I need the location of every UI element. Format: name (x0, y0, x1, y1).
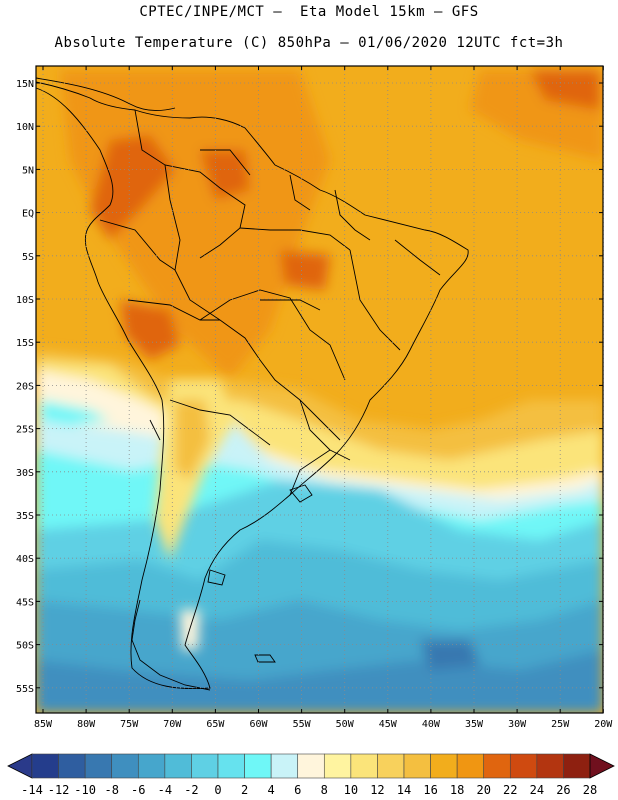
lat-label: 35S (16, 511, 34, 522)
map-title: CPTEC/INPE/MCT – Eta Model 15km – GFS (139, 4, 479, 20)
lat-label: 20S (16, 381, 34, 392)
lon-label: 40W (422, 719, 441, 730)
colorbar-swatch (509, 753, 538, 779)
colorbar-label: 0 (214, 783, 221, 797)
colorbar-swatch (111, 753, 139, 779)
lat-label: 10S (16, 295, 34, 306)
colorbar-label: 18 (450, 783, 464, 797)
colorbar-swatch (191, 753, 219, 779)
colorbar-swatch (58, 753, 86, 779)
lon-label: 80W (77, 719, 96, 730)
colorbar-label: 10 (344, 783, 358, 797)
colorbar-label: -10 (74, 783, 96, 797)
colorbar-label: -12 (48, 783, 70, 797)
longitude-labels: 85W 80W 75W 70W 65W 60W 55W 50W 45W 40W 35W 30W 25W 2… (34, 66, 613, 730)
colorbar-swatch (430, 753, 458, 779)
colorbar-underflow-arrow (7, 753, 33, 779)
lat-label: 15N (16, 79, 34, 90)
lon-label: 30W (508, 719, 527, 730)
lat-label: 40S (16, 554, 34, 565)
colorbar-label: -14 (21, 783, 43, 797)
colorbar-swatch (84, 753, 113, 779)
lat-label: 45S (16, 597, 34, 608)
colorbar-label: 16 (423, 783, 437, 797)
colorbar-label: 24 (530, 783, 544, 797)
lat-label: 5N (22, 165, 34, 176)
colorbar-swatch (536, 753, 564, 779)
lat-label: 50S (16, 641, 34, 652)
graticule (36, 66, 604, 713)
lon-label: 65W (206, 719, 225, 730)
colorbar-swatch (217, 753, 245, 779)
colorbar-label: -8 (104, 783, 118, 797)
colorbar-label: 22 (503, 783, 517, 797)
lat-label: 15S (16, 338, 34, 349)
colorbar-label: 6 (294, 783, 301, 797)
colorbar-swatch (297, 753, 325, 779)
lat-label: 5S (22, 252, 34, 263)
colorbar-label: 28 (583, 783, 597, 797)
colorbar-swatch (377, 753, 405, 779)
lon-label: 70W (163, 719, 182, 730)
colorbar-label: -6 (131, 783, 145, 797)
colorbar-swatch (270, 753, 299, 779)
colorbar-label: 8 (321, 783, 328, 797)
lon-label: 20W (594, 719, 613, 730)
lon-label: 25W (551, 719, 570, 730)
colorbar-label: 2 (241, 783, 248, 797)
lon-label: 55W (293, 719, 312, 730)
colorbar-label: 12 (370, 783, 384, 797)
colorbar-label: 20 (476, 783, 490, 797)
colorbar-label: 4 (268, 783, 275, 797)
lon-label: 45W (379, 719, 398, 730)
colorbar-swatch (137, 753, 166, 779)
colorbar-swatch (164, 753, 192, 779)
colorbar-overflow-arrow (589, 753, 615, 779)
colorbar-swatch (323, 753, 352, 779)
colorbar-swatch (31, 753, 59, 779)
coastlines (35, 77, 469, 691)
latitude-labels: 15N 10N 5N EQ 5S 10S 15S 20S 25S 30S 35S 40S 45S 50S 5… (16, 79, 603, 695)
colorbar-swatch (456, 753, 485, 779)
colorbar-label: 14 (397, 783, 411, 797)
colorbar-swatch (563, 753, 591, 779)
colorbar-label: 26 (556, 783, 570, 797)
lat-label: 10N (16, 122, 34, 133)
temperature-field (36, 66, 603, 713)
colorbar-swatch (244, 753, 272, 779)
lon-label: 85W (34, 719, 53, 730)
colorbar-swatch (403, 753, 431, 779)
map-frame (35, 65, 604, 714)
colorbar-swatch (350, 753, 378, 779)
lon-label: 50W (336, 719, 355, 730)
lat-label: 55S (16, 684, 34, 695)
lon-label: 60W (249, 719, 268, 730)
colorbar-swatch (483, 753, 511, 779)
lat-label: 30S (16, 468, 34, 479)
colorbar-label: -2 (184, 783, 198, 797)
colorbar: -14 -12 -10 -8 -6 -4 -2 0 2 4 6 8 10 12 14 16 18 20 22 24 26… (7, 753, 615, 797)
lon-label: 75W (120, 719, 139, 730)
map-subtitle: Absolute Temperature (C) 850hPa – 01/06/… (54, 35, 564, 51)
lat-label: EQ (22, 209, 34, 220)
lon-label: 35W (465, 719, 484, 730)
colorbar-label: -4 (158, 783, 172, 797)
lat-label: 25S (16, 425, 34, 436)
